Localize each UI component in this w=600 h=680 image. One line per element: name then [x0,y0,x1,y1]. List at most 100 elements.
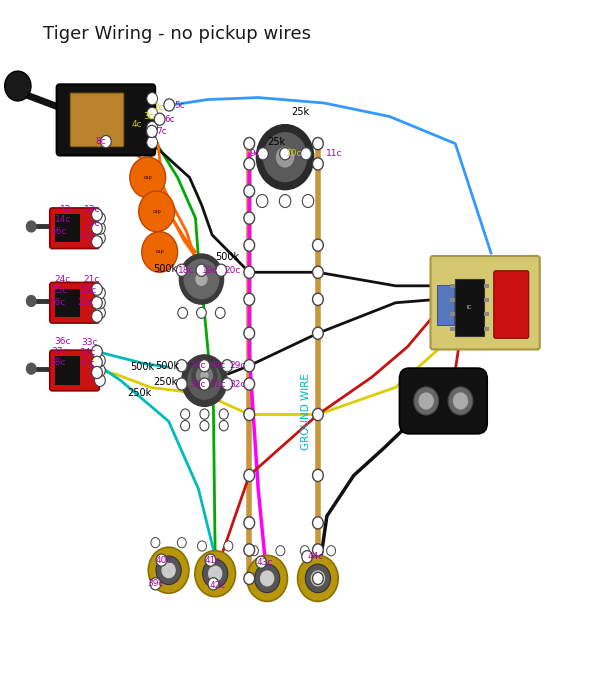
Text: 10c: 10c [286,150,302,158]
Text: 16c: 16c [51,227,67,236]
Circle shape [92,296,103,309]
Text: 3c: 3c [143,112,154,121]
Circle shape [95,232,106,244]
Circle shape [263,133,307,182]
Circle shape [454,393,467,409]
Circle shape [26,296,36,307]
Circle shape [199,378,210,390]
Circle shape [244,573,254,585]
FancyBboxPatch shape [70,93,124,147]
Text: 29c: 29c [229,361,245,370]
Bar [55,356,80,385]
Circle shape [302,194,314,207]
Circle shape [216,264,227,276]
FancyBboxPatch shape [400,368,487,434]
Circle shape [313,573,323,585]
Circle shape [244,327,254,339]
Circle shape [92,367,103,379]
Circle shape [181,409,190,420]
Circle shape [448,387,473,415]
Bar [55,214,80,243]
Circle shape [244,212,254,224]
Text: Tiger Wiring - no pickup wires: Tiger Wiring - no pickup wires [43,25,311,43]
Circle shape [5,71,31,101]
Circle shape [313,293,323,305]
Text: 21c: 21c [84,275,100,284]
Circle shape [313,544,323,556]
FancyBboxPatch shape [494,271,529,338]
Circle shape [92,345,103,358]
Text: 20c: 20c [224,266,241,275]
Circle shape [188,362,221,399]
Circle shape [92,283,103,295]
Circle shape [254,564,280,593]
Text: 24c: 24c [54,275,70,284]
Circle shape [176,360,187,372]
FancyBboxPatch shape [56,84,155,156]
Circle shape [302,551,313,563]
Bar [455,279,484,336]
Bar [55,288,80,317]
FancyBboxPatch shape [50,208,100,249]
Text: 22c: 22c [81,286,97,295]
Circle shape [162,563,175,577]
Bar [450,284,455,288]
Text: 43c: 43c [257,558,274,566]
Circle shape [311,571,325,585]
Circle shape [313,469,323,481]
Circle shape [280,148,290,160]
Circle shape [205,554,216,566]
Circle shape [92,236,103,248]
Circle shape [197,307,206,318]
Text: 37c: 37c [51,347,67,356]
Circle shape [244,185,254,197]
Circle shape [277,148,293,167]
Text: 250k: 250k [127,388,151,398]
Bar [450,298,455,302]
Circle shape [196,264,207,276]
Circle shape [200,420,209,431]
Circle shape [197,367,212,384]
Circle shape [222,360,233,372]
Circle shape [250,545,259,556]
Circle shape [280,194,291,207]
Circle shape [92,209,103,221]
Circle shape [95,307,106,319]
Circle shape [201,372,208,379]
Circle shape [178,307,188,318]
Circle shape [147,92,158,105]
Bar [437,285,454,325]
Circle shape [154,113,165,125]
Circle shape [92,310,103,322]
Circle shape [305,564,331,593]
Circle shape [313,137,323,150]
Text: 35c: 35c [78,358,94,367]
Circle shape [184,260,218,299]
FancyBboxPatch shape [430,256,540,350]
Text: 13c: 13c [84,205,100,214]
Circle shape [219,420,228,431]
Circle shape [179,254,224,304]
Text: cap: cap [155,250,164,254]
Text: 6c: 6c [164,115,175,124]
Circle shape [215,307,225,318]
Text: cap: cap [143,175,152,180]
Circle shape [164,99,175,111]
Text: 30c: 30c [190,379,206,388]
Text: 500k: 500k [153,264,177,273]
Circle shape [130,157,166,198]
Text: 36c: 36c [54,337,70,346]
Circle shape [208,578,219,590]
Text: 17c: 17c [79,231,95,239]
Circle shape [182,355,227,407]
Text: 32c: 32c [229,379,245,388]
Circle shape [326,545,335,556]
Circle shape [196,273,207,286]
Circle shape [224,541,233,551]
Text: 34c: 34c [79,347,95,357]
Text: 11c: 11c [326,150,342,158]
Text: 38c: 38c [49,358,65,367]
Text: 31c: 31c [209,379,226,388]
Text: 25k: 25k [268,137,286,147]
Circle shape [313,239,323,252]
